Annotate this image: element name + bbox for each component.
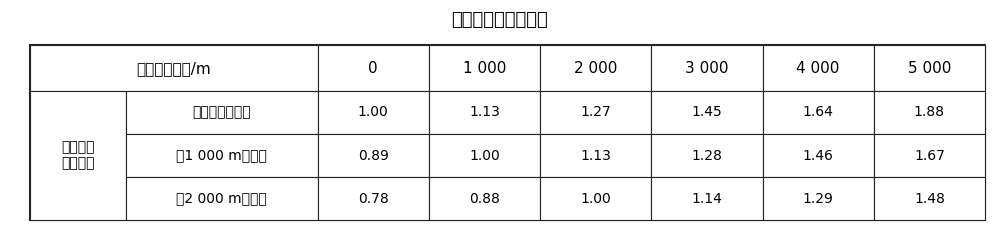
- Text: 1.88: 1.88: [914, 106, 945, 119]
- Bar: [540, 134, 651, 177]
- Text: 1.13: 1.13: [580, 148, 611, 163]
- Text: 1.46: 1.46: [803, 148, 834, 163]
- Text: 1.00: 1.00: [469, 148, 500, 163]
- Bar: [540, 91, 651, 134]
- Text: 以2 000 m为基准: 以2 000 m为基准: [176, 192, 267, 206]
- Bar: [540, 177, 651, 220]
- Bar: [318, 91, 429, 134]
- Bar: [874, 45, 985, 91]
- Bar: [429, 45, 540, 91]
- Text: 1.13: 1.13: [469, 106, 500, 119]
- Text: 1.00: 1.00: [580, 192, 611, 206]
- Bar: [429, 177, 540, 220]
- Bar: [651, 91, 763, 134]
- Bar: [763, 91, 874, 134]
- Text: 1.27: 1.27: [580, 106, 611, 119]
- Text: 0.78: 0.78: [358, 192, 389, 206]
- Text: 电气间隙
修正系数: 电气间隙 修正系数: [61, 141, 95, 171]
- Bar: [318, 134, 429, 177]
- Bar: [126, 91, 318, 134]
- Bar: [30, 45, 985, 220]
- Text: 0.89: 0.89: [358, 148, 389, 163]
- Bar: [429, 134, 540, 177]
- Bar: [651, 134, 763, 177]
- Bar: [126, 177, 318, 220]
- Bar: [126, 134, 318, 177]
- Text: 1.28: 1.28: [692, 148, 722, 163]
- Text: 使用地点海拔/m: 使用地点海拔/m: [136, 61, 211, 76]
- Text: 2 000: 2 000: [574, 61, 617, 76]
- Text: 1.64: 1.64: [803, 106, 834, 119]
- Text: 1 000: 1 000: [463, 61, 506, 76]
- Text: 1.00: 1.00: [358, 106, 389, 119]
- Text: 3 000: 3 000: [685, 61, 729, 76]
- Text: 以零海拔为基准: 以零海拔为基准: [192, 106, 251, 119]
- Text: 1.14: 1.14: [692, 192, 722, 206]
- Bar: [30, 91, 126, 220]
- Bar: [318, 45, 429, 91]
- Bar: [874, 134, 985, 177]
- Bar: [874, 91, 985, 134]
- Bar: [763, 134, 874, 177]
- Text: 0: 0: [368, 61, 378, 76]
- Text: 1.45: 1.45: [692, 106, 722, 119]
- Bar: [651, 177, 763, 220]
- Bar: [318, 177, 429, 220]
- Text: 1.67: 1.67: [914, 148, 945, 163]
- Bar: [874, 177, 985, 220]
- Bar: [763, 177, 874, 220]
- Text: 4 000: 4 000: [796, 61, 840, 76]
- Text: 1.48: 1.48: [914, 192, 945, 206]
- Text: 电气间隙修正系数表: 电气间隙修正系数表: [452, 11, 548, 29]
- Bar: [429, 91, 540, 134]
- Text: 以1 000 m为基准: 以1 000 m为基准: [176, 148, 267, 163]
- Bar: [540, 45, 651, 91]
- Text: 0.88: 0.88: [469, 192, 500, 206]
- Bar: [763, 45, 874, 91]
- Bar: [651, 45, 763, 91]
- Text: 1.29: 1.29: [803, 192, 834, 206]
- Text: 5 000: 5 000: [908, 61, 951, 76]
- Bar: [30, 45, 318, 91]
